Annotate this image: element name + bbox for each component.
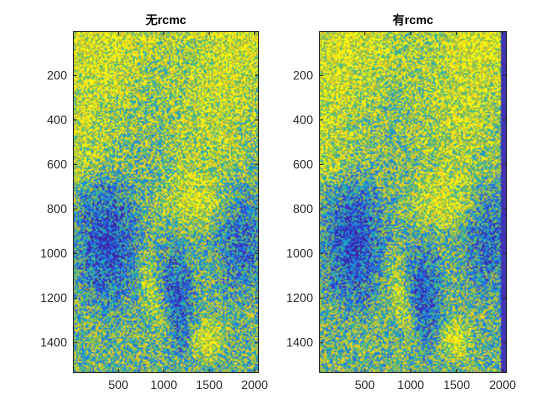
x-tick-label: 1500 xyxy=(196,378,223,392)
y-tick-label: 200 xyxy=(47,68,67,82)
chart-title: 有rcmc xyxy=(393,12,434,27)
x-tick-label: 1000 xyxy=(150,378,177,392)
y-tick-label: 200 xyxy=(293,68,313,82)
y-tick-label: 800 xyxy=(293,202,313,216)
y-tick-label: 800 xyxy=(47,202,67,216)
heatmap-image xyxy=(319,31,507,373)
axes-frame xyxy=(319,31,507,373)
x-tick-label: 2000 xyxy=(241,378,268,392)
y-tick-label: 1000 xyxy=(286,247,313,261)
x-tick-label: 1000 xyxy=(397,378,424,392)
chart-title: 无rcmc xyxy=(145,13,187,27)
y-tick-label: 600 xyxy=(293,157,313,171)
x-tick-label: 1500 xyxy=(443,378,470,392)
axes-frame xyxy=(73,31,259,373)
y-tick-label: 400 xyxy=(293,113,313,127)
x-tick-label: 500 xyxy=(355,378,375,392)
y-tick-label: 1400 xyxy=(286,336,313,350)
heatmap-image xyxy=(73,31,259,373)
axes-2: 500 1000 1500 2000 200 400 600 800 1000 1200 1400 有… xyxy=(286,12,516,392)
y-tick-label: 400 xyxy=(47,113,67,127)
y-tick-label: 600 xyxy=(47,157,67,171)
x-tick-label: 500 xyxy=(108,378,128,392)
y-tick-label: 1400 xyxy=(40,336,67,350)
x-tick-label: 2000 xyxy=(489,378,516,392)
y-tick-label: 1200 xyxy=(40,291,67,305)
y-tick-label: 1200 xyxy=(286,291,313,305)
axes-1: 500 1000 1500 2000 200 400 600 800 1000 1200 1400 无… xyxy=(40,13,268,392)
y-tick-label: 1000 xyxy=(40,247,67,261)
